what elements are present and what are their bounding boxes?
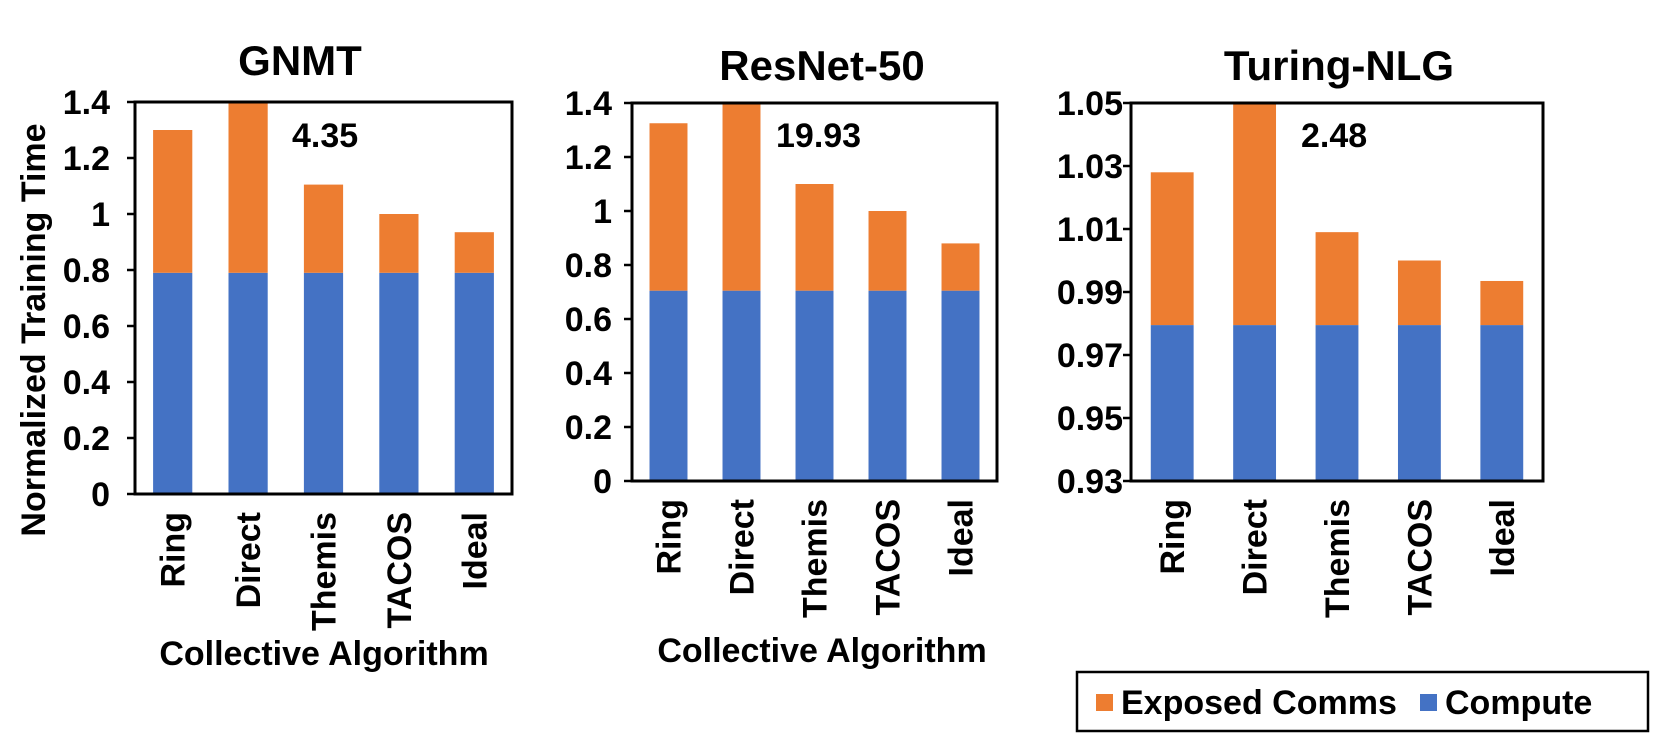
y-tick-label: 0.4 [565,355,612,393]
bar-value-annotation-direct: 2.48 [1301,117,1367,155]
bar-exposed-comms-tacos [379,214,419,273]
bar-value-annotation-direct: 4.35 [292,117,358,155]
x-tick-label-ideal: Ideal [943,499,981,576]
chart-title-resnet-50: ResNet-50 [719,42,924,89]
x-tick-label-ideal: Ideal [1484,499,1522,576]
x-tick-label-direct: Direct [230,512,268,608]
y-tick-label: 0.2 [63,420,110,458]
bar-exposed-comms-direct [228,102,268,273]
bar-compute-ring [649,290,688,481]
y-tick-label: 1.03 [1057,148,1123,186]
y-tick-label: 0.8 [565,247,612,285]
y-tick-label: 0.95 [1057,400,1123,438]
bar-compute-tacos [1397,325,1441,481]
y-tick-label: 1.01 [1057,211,1123,249]
y-tick-label: 0.4 [63,364,110,402]
y-tick-label: 1 [91,196,110,234]
plot-frame [133,100,514,496]
legend-swatch-exposed-comms [1096,694,1113,711]
x-tick-label-direct: Direct [724,499,762,595]
x-tick-label-tacos: TACOS [381,512,419,628]
y-tick-label: 0.97 [1057,337,1123,375]
legend: Exposed Comms Compute [1075,670,1650,733]
bar-exposed-comms-themis [1315,232,1359,326]
chart-panel-resnet50: ResNet-50 Ring Direct Themis TACOS Ideal 0 0.2 0… [565,42,999,670]
y-tick-label: 1.4 [565,85,612,123]
x-tick-label-themis: Themis [306,512,344,631]
bar-value-annotation-direct: 19.93 [776,117,861,155]
bar-exposed-comms-direct [722,103,761,291]
x-tick-label-ring: Ring [155,512,193,588]
y-tick-label: 1 [593,193,612,231]
bar-exposed-comms-ideal [454,232,494,273]
bar-compute-direct [1233,325,1277,481]
y-tick-label: 0.6 [565,301,612,339]
legend-box [1075,670,1650,733]
legend-swatch-compute [1420,694,1437,711]
y-tick-label: 0.99 [1057,274,1123,312]
x-tick-label-themis: Themis [797,499,835,618]
x-tick-label-ring: Ring [1154,499,1192,575]
bar-compute-tacos [868,290,907,481]
chart-title-gnmt: GNMT [238,37,362,84]
y-tick-label: 0 [91,476,110,514]
bar-compute-ideal [941,290,980,481]
chart-panel-gnmt: GNMT Ring Direct Themis TACOS Ideal 0 0.2 0.4 0.6… [63,37,514,673]
bar-compute-direct [722,290,761,481]
x-tick-label-themis: Themis [1319,499,1357,618]
bar-exposed-comms-direct [1233,103,1277,326]
bar-exposed-comms-tacos [1397,260,1441,326]
x-tick-label-tacos: TACOS [870,499,908,615]
chart-panel-turing-nlg: Turing-NLG Ring Direct Themis TACOS Ideal 0.93… [1057,42,1545,618]
bar-compute-themis [303,272,344,494]
bar-exposed-comms-tacos [868,211,907,291]
bar-exposed-comms-ideal [1480,280,1524,326]
bar-compute-direct [228,272,268,494]
bar-compute-ring [153,272,193,494]
bar-exposed-comms-themis [303,184,344,273]
y-tick-label: 0.93 [1057,463,1123,501]
y-tick-label: 0.2 [565,409,612,447]
y-tick-label: 1.2 [565,139,612,177]
bar-exposed-comms-themis [795,184,834,291]
bar-exposed-comms-ring [649,123,688,291]
plot-frame [630,101,999,483]
x-tick-label-ideal: Ideal [456,512,494,589]
y-tick-label: 0.8 [63,252,110,290]
x-tick-label-direct: Direct [1237,499,1275,595]
legend-label-exposed-comms: Exposed Comms [1121,684,1397,722]
bar-compute-ring [1150,325,1194,481]
bar-exposed-comms-ring [1150,172,1194,326]
x-tick-label-ring: Ring [651,499,689,575]
bar-compute-themis [795,290,834,481]
bar-exposed-comms-ideal [941,243,980,291]
bar-exposed-comms-ring [153,130,193,273]
chart-title-turing-nlg: Turing-NLG [1224,42,1454,89]
y-tick-label: 1.4 [63,84,110,122]
bar-compute-themis [1315,325,1359,481]
x-tick-label-tacos: TACOS [1401,499,1439,615]
x-axis-label: Collective Algorithm [159,635,488,673]
y-tick-label: 1.05 [1057,85,1123,123]
bar-compute-tacos [379,272,419,494]
bar-compute-ideal [454,272,494,494]
bar-compute-ideal [1480,325,1524,481]
y-tick-label: 1.2 [63,140,110,178]
legend-label-compute: Compute [1445,684,1592,722]
x-axis-label: Collective Algorithm [657,632,986,670]
y-tick-label: 0.6 [63,308,110,346]
y-tick-label: 0 [593,463,612,501]
y-axis-label: Normalized Training Time [15,123,53,536]
